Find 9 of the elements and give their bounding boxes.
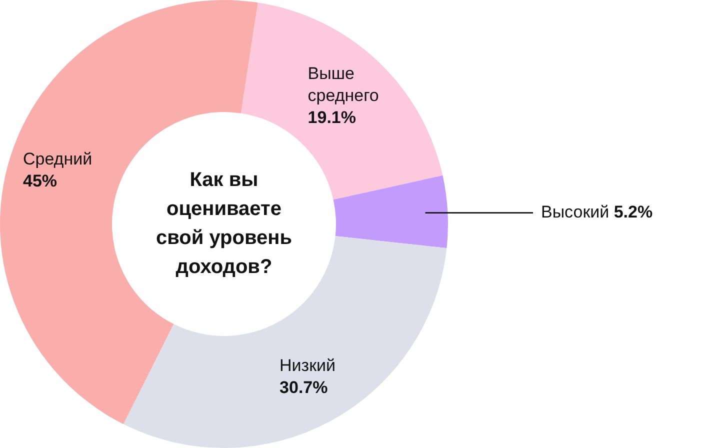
data-label: 19.1% xyxy=(308,108,356,128)
text: Как вы оцениваете свой уровень доходов? xyxy=(154,168,294,280)
data-label: 30.7% xyxy=(280,378,328,398)
slice-label: Высокий xyxy=(541,202,614,222)
slice-label: Низкий xyxy=(280,356,336,376)
slice-label: Средний xyxy=(22,150,92,169)
slice-label: Выше среднего xyxy=(308,64,379,106)
data-label: 5.2% xyxy=(614,202,653,222)
data-label: 45% xyxy=(22,172,58,191)
